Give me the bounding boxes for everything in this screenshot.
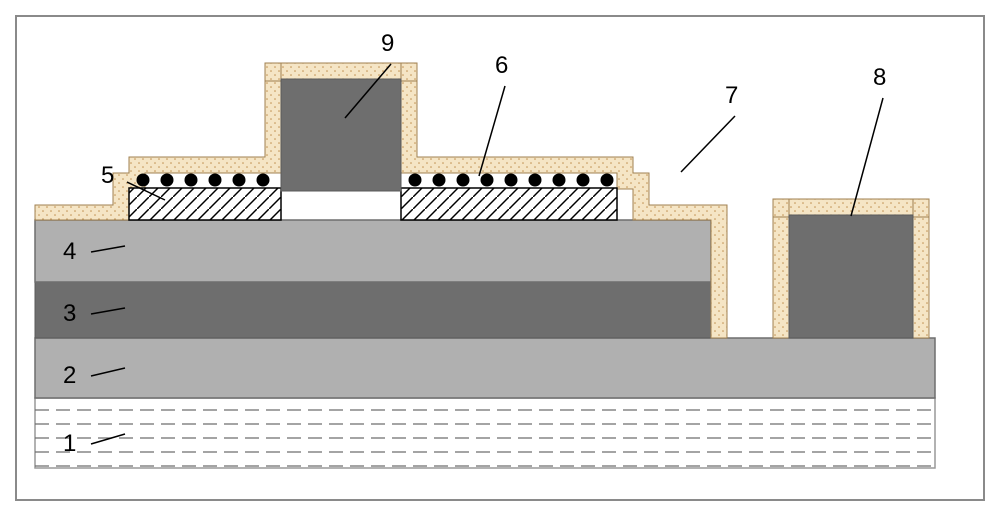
layer-6-dots-left [137, 174, 270, 187]
layer-5-right [401, 188, 617, 220]
label-4: 4 [63, 238, 76, 266]
layer-8-electrode [789, 215, 913, 338]
layer-2 [35, 338, 935, 398]
label-1: 1 [63, 430, 76, 458]
layer-9-electrode [281, 79, 401, 191]
cross-section-svg [17, 17, 983, 499]
diagram-frame: 1 2 3 4 5 6 7 8 9 [15, 15, 985, 501]
label-8: 8 [873, 64, 886, 92]
layer-5-left [129, 188, 281, 220]
layer-3 [35, 282, 711, 338]
layer-1-substrate [35, 398, 935, 468]
label-7: 7 [725, 82, 738, 110]
label-2: 2 [63, 362, 76, 390]
label-9: 9 [381, 30, 394, 58]
label-6: 6 [495, 52, 508, 80]
layer-4 [35, 220, 711, 282]
label-3: 3 [63, 300, 76, 328]
layer-6-dots-right [409, 174, 614, 187]
label-5: 5 [101, 162, 114, 190]
